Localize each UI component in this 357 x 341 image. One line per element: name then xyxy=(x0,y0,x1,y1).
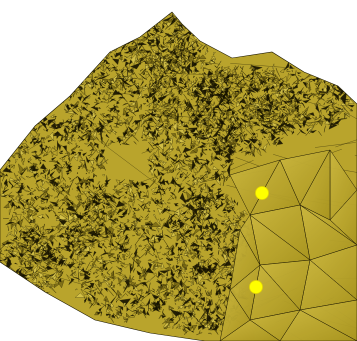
marker-layer xyxy=(249,186,269,294)
marker-point-1[interactable] xyxy=(255,186,269,200)
marker-point-2[interactable] xyxy=(249,280,263,294)
terrain-flat-triangulation xyxy=(219,149,357,341)
